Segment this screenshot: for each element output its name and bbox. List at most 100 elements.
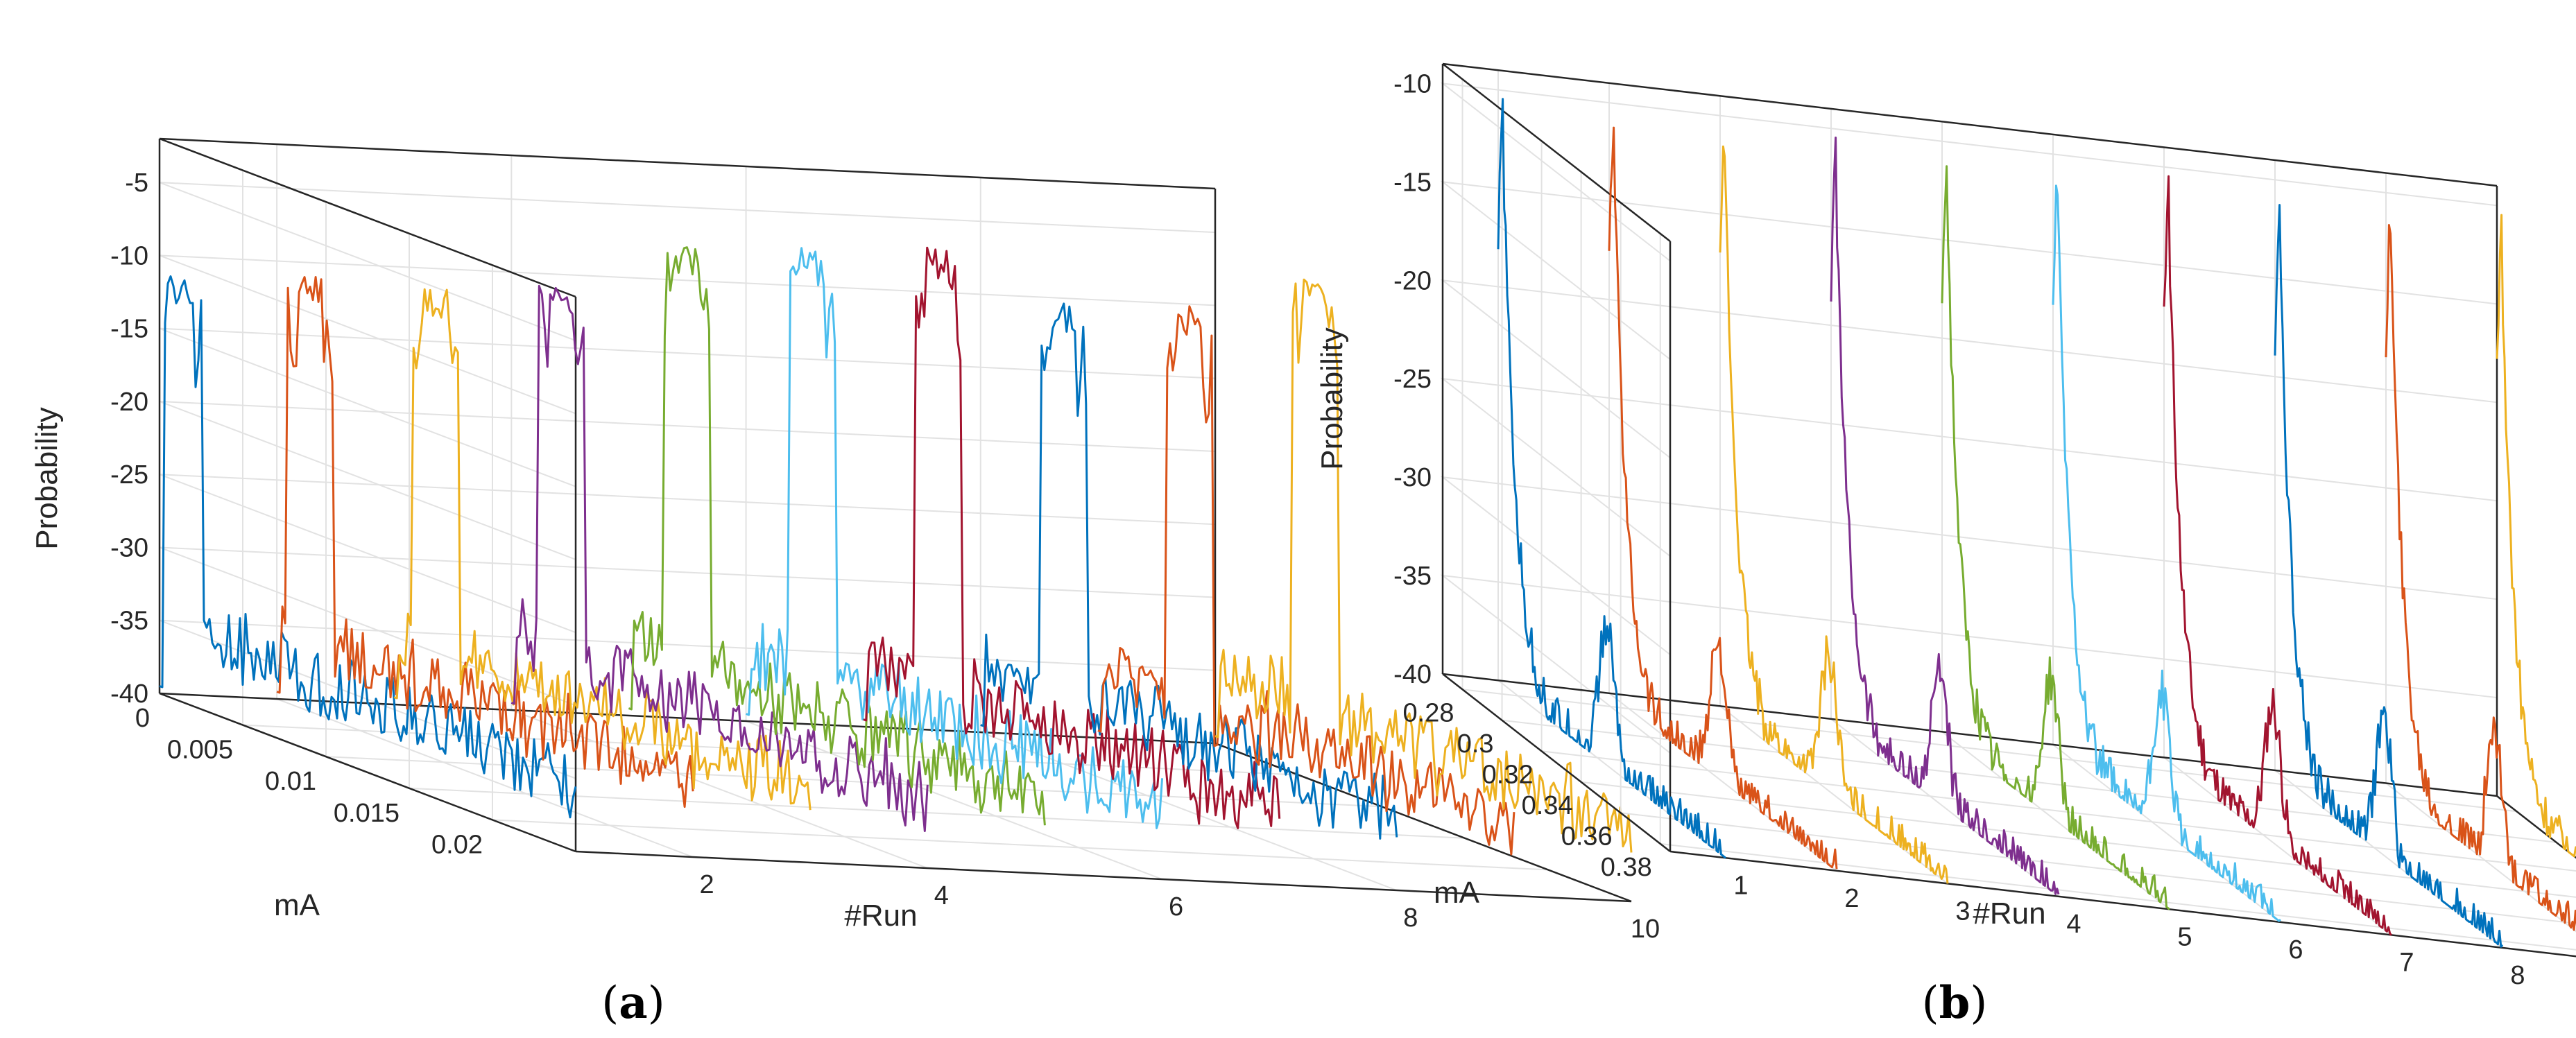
y-tick-label: 6 <box>1169 892 1183 922</box>
gridline-z <box>159 182 1216 342</box>
grid <box>1440 70 2576 951</box>
z-tick-label: -35 <box>110 607 148 636</box>
y-tick-label: 7 <box>2399 948 2414 977</box>
panel-b-caption: (b) <box>1922 977 1988 1029</box>
axis-edge <box>575 850 1632 903</box>
gridline-z <box>159 474 1216 634</box>
z-tick-label: -10 <box>110 241 148 270</box>
y-tick-label: 4 <box>934 881 949 910</box>
x-tick-label: 0.28 <box>1403 698 1454 727</box>
series-line-run-5 <box>1941 165 2170 910</box>
tick-labels: -10 -15 -20 -25 -30 -35 -40 0.280.30.320.340.36… <box>1393 69 2525 990</box>
x-tick-label: 0.02 <box>431 830 483 859</box>
z-tick-label: -20 <box>110 388 148 417</box>
y-tick-label: 10 <box>1631 915 1660 944</box>
x-tick-label: 0.36 <box>1561 822 1613 851</box>
y-tick-label: 3 <box>1955 897 1970 926</box>
series-line-run-8 <box>980 302 1398 840</box>
x-tick-label: 0.005 <box>167 736 233 765</box>
axes-frame <box>1441 62 2576 958</box>
z-axis-label: Probability <box>30 407 64 549</box>
series-line-run-6 <box>2052 184 2282 922</box>
series-line-run-3 <box>1719 145 1949 884</box>
y-tick-label: 1 <box>1733 871 1748 900</box>
x-tick-label: 0.015 <box>334 799 400 828</box>
y-tick-label: 8 <box>1403 903 1418 933</box>
z-tick-label: -5 <box>125 168 148 198</box>
series-line-run-2 <box>1608 126 1838 870</box>
axis-edge <box>1442 673 2498 797</box>
axis-edge <box>1442 62 2498 187</box>
gridline-x <box>159 139 1216 744</box>
axis-edge <box>1442 63 1671 242</box>
series-line-run-9 <box>1097 305 1515 856</box>
x-tick-label: 0 <box>135 704 150 733</box>
series-line-run-9 <box>2385 224 2576 931</box>
series-line-run-7 <box>863 246 1281 829</box>
y-axis-label: #Run <box>844 899 917 933</box>
z-tick-label: -25 <box>110 460 148 490</box>
gridline-x <box>409 233 1466 839</box>
tick-labels: -5-10-15-20-25-30-35-4000.0050.010.0150.… <box>110 168 1660 944</box>
series-line-run-5 <box>628 246 1046 826</box>
z-tick-label: -40 <box>110 680 148 709</box>
y-tick-label: 8 <box>2510 961 2525 990</box>
panel-b-chart: -10 -15 -20 -25 -30 -35 -40 0.280.30.320.340.36… <box>1315 62 2576 990</box>
z-tick-label: -30 <box>110 533 148 562</box>
x-tick-label: 0.38 <box>1601 853 1652 882</box>
gridline-y <box>1608 83 1837 872</box>
series-line-run-10 <box>1214 278 1633 853</box>
series-line-run-4 <box>1830 137 2060 895</box>
x-tick-label: 0.3 <box>1457 729 1494 759</box>
axis-edge <box>1669 850 2576 958</box>
series-line-run-3 <box>393 288 812 811</box>
axis-edge <box>1442 673 1671 852</box>
series-line-run-7 <box>2163 175 2392 936</box>
x-tick-label: 0.01 <box>265 767 316 796</box>
gridline-x <box>1620 202 2576 924</box>
y-tick-label: 2 <box>700 870 714 899</box>
x-tick-label: 0.34 <box>1522 791 1573 820</box>
x-axis-label: mA <box>274 888 320 922</box>
gridline-z <box>1440 82 2498 262</box>
z-tick-label: -10 <box>1393 69 1432 98</box>
series-line-run-2 <box>276 276 694 808</box>
y-tick-label: 5 <box>2177 922 2192 951</box>
z-tick-label: -35 <box>1393 562 1432 591</box>
z-axis-label: Probability <box>1315 327 1349 469</box>
z-tick-label: -20 <box>1393 266 1432 295</box>
axis-edge <box>159 692 576 853</box>
gridline-z <box>1440 476 2498 655</box>
series-line-run-10 <box>2496 214 2576 858</box>
panel-a-chart: -5-10-15-20-25-30-35-4000.0050.010.0150.… <box>30 137 1660 944</box>
z-tick-label: -15 <box>1393 168 1432 197</box>
z-tick-label: -30 <box>1393 463 1432 492</box>
x-tick-label: 0.32 <box>1482 760 1534 789</box>
series-line-run-4 <box>510 284 929 832</box>
gridline-z <box>1440 279 2498 459</box>
axis-edge <box>2496 795 2576 859</box>
series-line-run-1 <box>159 275 577 819</box>
gridline-z <box>159 400 1216 560</box>
y-tick-label: 6 <box>2288 935 2303 965</box>
y-tick-label: 4 <box>2066 910 2081 939</box>
gridline-z <box>159 327 1216 487</box>
y-tick-label: 2 <box>1844 884 1859 913</box>
gridline-x <box>325 202 1382 808</box>
x-axis-label: mA <box>1434 876 1480 910</box>
series-line-run-8 <box>2274 204 2504 948</box>
z-tick-label: -15 <box>110 315 148 344</box>
series-line-run-1 <box>1497 98 1726 859</box>
panel-a-caption: (a) <box>601 977 664 1029</box>
gridline-z <box>1440 180 2498 361</box>
series-line-run-6 <box>746 247 1164 829</box>
axis-edge <box>159 137 576 298</box>
gridline-z <box>159 254 1216 415</box>
z-tick-label: -25 <box>1393 365 1432 394</box>
y-axis-label: #Run <box>1973 897 2045 931</box>
gridline-x <box>1659 233 2576 951</box>
axis-edge <box>159 137 1216 190</box>
gridline-z <box>1440 377 2498 557</box>
z-tick-label: -40 <box>1393 660 1432 689</box>
